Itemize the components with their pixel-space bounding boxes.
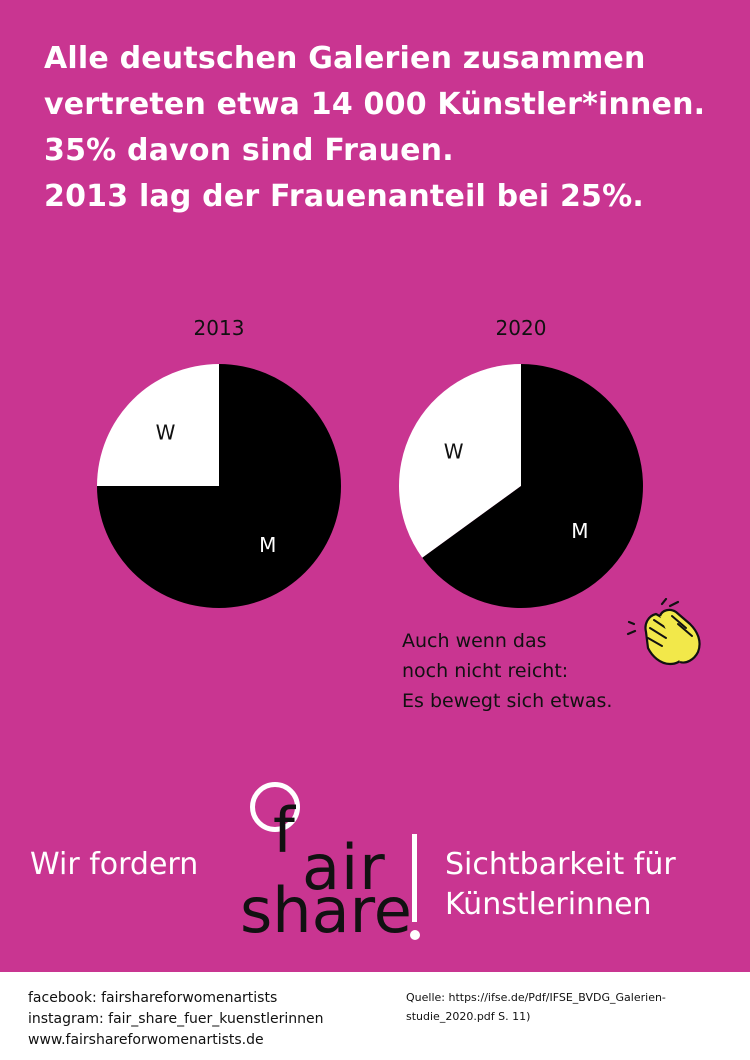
- demand-right-line: Sichtbarkeit für: [445, 847, 676, 882]
- headline-line: 35% davon sind Frauen.: [44, 133, 454, 168]
- source-line: studie_2020.pdf S. 11): [406, 1010, 531, 1023]
- website-link[interactable]: www.fairshareforwomenartists.de: [28, 1032, 264, 1048]
- note-line: noch nicht reicht:: [402, 660, 569, 682]
- logo-share: share: [240, 874, 412, 947]
- pie-slice-w: [399, 364, 521, 558]
- demand-left: Wir fordern: [30, 847, 199, 882]
- headline: Alle deutschen Galerien zusammen vertret…: [44, 36, 734, 220]
- chart-title: 2013: [194, 316, 245, 340]
- facebook-link[interactable]: facebook: fairshareforwomenartists: [28, 990, 278, 1006]
- pie-slice-m: [422, 364, 643, 608]
- note-line: Auch wenn das: [402, 630, 547, 652]
- headline-line: 2013 lag der Frauenanteil bei 25%.: [44, 179, 644, 214]
- headline-line: Alle deutschen Galerien zusammen: [44, 41, 646, 76]
- social-links: facebook: fairshareforwomenartists insta…: [28, 988, 323, 1051]
- logo-f: f: [273, 794, 295, 867]
- note-line: Es bewegt sich etwas.: [402, 690, 613, 712]
- note: Auch wenn das noch nicht reicht: Es bewe…: [402, 626, 702, 716]
- pie-chart-1: 2020 W M: [399, 316, 643, 608]
- pie-slice-m: [97, 364, 341, 608]
- chart-title: 2020: [496, 316, 547, 340]
- pie-chart-0: 2013 W M: [97, 316, 341, 608]
- logo-exclamation-bar: [412, 834, 417, 922]
- instagram-link[interactable]: instagram: fair_share_fuer_kuenstlerinne…: [28, 1011, 324, 1027]
- slice-label: W: [444, 440, 464, 464]
- slice-label: W: [156, 421, 176, 445]
- slice-label: M: [259, 533, 276, 557]
- fair-share-logo: f air share: [240, 782, 430, 952]
- pie-charts: 2013 W M 2020 W M: [97, 316, 643, 608]
- clapping-hands-icon: [626, 598, 701, 666]
- demand-right: Sichtbarkeit für Künstlerinnen: [445, 845, 676, 925]
- logo-exclamation-dot: [410, 930, 420, 940]
- logo-circle: [250, 782, 300, 832]
- source-note: Quelle: https://ifse.de/Pdf/IFSE_BVDG_Ga…: [406, 988, 726, 1026]
- slice-label: M: [571, 519, 588, 543]
- pie-slice-w: [97, 364, 219, 486]
- poster: Alle deutschen Galerien zusammen vertret…: [0, 0, 750, 972]
- source-line: Quelle: https://ifse.de/Pdf/IFSE_BVDG_Ga…: [406, 991, 666, 1004]
- logo-air: air: [302, 831, 386, 904]
- headline-line: vertreten etwa 14 000 Künstler*innen.: [44, 87, 706, 122]
- demand-right-line: Künstlerinnen: [445, 887, 652, 922]
